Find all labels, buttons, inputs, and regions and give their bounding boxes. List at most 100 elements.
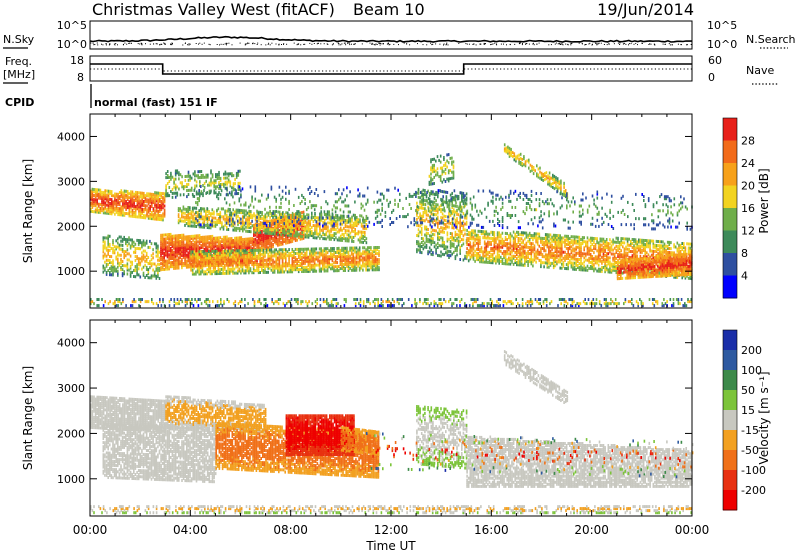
echo-cell: [290, 230, 292, 233]
echo-cell: [205, 247, 207, 251]
echo-cell: [261, 223, 263, 227]
echo-cell: [464, 204, 466, 208]
echo-cell: [229, 182, 232, 186]
echo-cell: [270, 241, 273, 245]
echo-cell: [107, 211, 110, 215]
echo-cell: [136, 263, 138, 267]
echo-cell: [193, 250, 196, 254]
echo-cell: [424, 209, 426, 213]
echo-cell: [226, 225, 228, 229]
echo-cell: [184, 223, 186, 227]
echo-cell: [118, 247, 121, 251]
echo-cell: [159, 197, 161, 201]
echo-cell: [430, 236, 433, 240]
echo-cell: [441, 238, 444, 242]
echo-cell: [236, 271, 239, 275]
echo-cell: [173, 266, 175, 270]
echo-cell: [346, 258, 348, 262]
echo-cell: [209, 258, 212, 262]
echo-cell: [120, 235, 122, 239]
echo-cell: [336, 218, 339, 222]
echo-cell: [216, 249, 218, 253]
echo-cell: [433, 229, 436, 233]
echo-cell: [197, 223, 199, 227]
echo-cell: [102, 207, 105, 211]
echo-cell: [297, 264, 300, 267]
echo-cell: [251, 214, 254, 218]
echo-cell: [270, 212, 273, 215]
echo-cell: [229, 184, 232, 188]
echo-cell: [360, 214, 363, 218]
echo-cell: [296, 232, 299, 236]
echo-cell: [445, 190, 447, 194]
echo-cell: [465, 216, 468, 220]
echo-cell: [200, 240, 202, 243]
echo-cell: [357, 230, 360, 234]
echo-cell: [371, 260, 374, 264]
echo-cell: [266, 227, 268, 231]
echo-cell: [257, 269, 260, 272]
echo-cell: [251, 243, 254, 247]
echo-cell: [312, 251, 314, 255]
echo-cell: [270, 264, 273, 268]
echo-cell: [365, 258, 367, 262]
echo-cell: [208, 268, 210, 272]
echo-cell: [166, 255, 169, 259]
noise-search-point: [648, 44, 650, 45]
echo-cell: [313, 257, 316, 261]
echo-cell: [240, 251, 242, 255]
echo-cell: [289, 252, 292, 256]
echo-cell: [273, 218, 276, 222]
echo-cell: [339, 263, 342, 266]
echo-cell: [106, 207, 108, 211]
echo-cell: [236, 265, 239, 269]
echo-cell: [419, 206, 421, 210]
echo-cell: [149, 192, 151, 196]
echo-cell: [235, 210, 238, 214]
echo-cell: [145, 257, 148, 261]
echo-cell: [203, 258, 205, 262]
echo-cell: [433, 175, 435, 179]
echo-cell: [330, 221, 332, 225]
echo-cell: [437, 235, 439, 239]
noise-search-point: [388, 42, 389, 44]
echo-cell: [220, 259, 223, 263]
echo-cell: [166, 249, 169, 253]
echo-cell: [143, 216, 145, 220]
echo-cell: [466, 247, 468, 251]
noise-search-point: [323, 43, 325, 45]
echo-cell: [222, 267, 224, 271]
echo-cell: [354, 219, 356, 223]
echo-cell: [445, 247, 447, 251]
echo-cell: [211, 208, 214, 212]
echo-cell: [160, 241, 162, 245]
echo-cell: [302, 234, 305, 238]
echo-cell: [187, 188, 190, 192]
echo-cell: [203, 254, 205, 258]
echo-cell: [445, 219, 447, 222]
echo-cell: [269, 219, 271, 223]
echo-cell: [344, 221, 347, 224]
echo-cell: [200, 217, 202, 221]
echo-cell: [249, 269, 252, 273]
echo-cell: [365, 264, 367, 268]
echo-cell: [301, 261, 303, 265]
echo-cell: [106, 199, 108, 203]
echo-cell: [123, 203, 126, 207]
echo-cell: [166, 235, 169, 239]
echo-cell: [224, 217, 226, 221]
noise-search-point: [256, 44, 258, 45]
noise-search-point: [521, 44, 523, 46]
echo-cell: [314, 226, 316, 230]
echo-cell: [141, 193, 143, 197]
echo-cell: [277, 241, 279, 245]
echo-cell: [299, 255, 302, 259]
echo-cell: [109, 204, 111, 207]
echo-cell: [259, 214, 262, 218]
echo-cell: [248, 261, 250, 265]
noise-search-point: [637, 44, 638, 46]
echo-cell: [185, 255, 188, 259]
echo-cell: [169, 241, 172, 244]
echo-cell: [291, 235, 294, 239]
echo-cell: [330, 217, 332, 221]
